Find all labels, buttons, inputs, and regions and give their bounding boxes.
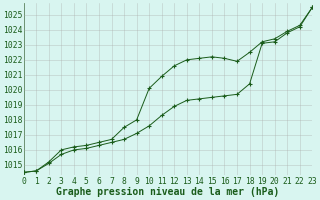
X-axis label: Graphe pression niveau de la mer (hPa): Graphe pression niveau de la mer (hPa) (56, 187, 280, 197)
